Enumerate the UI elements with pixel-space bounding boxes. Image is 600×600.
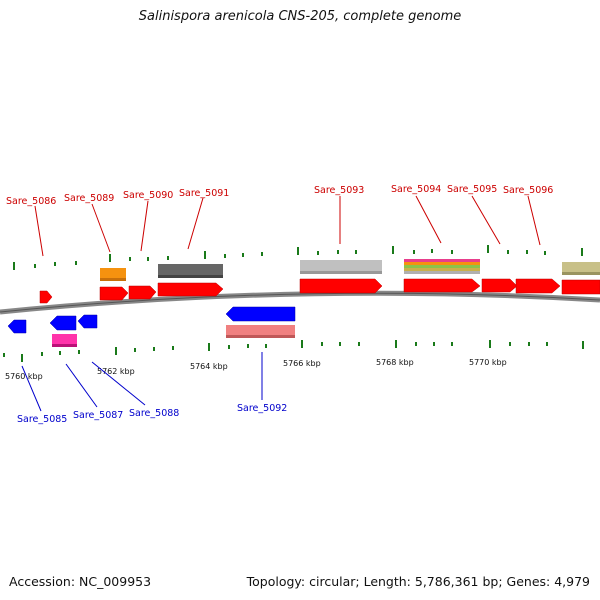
upper-feature-track bbox=[100, 259, 600, 281]
lower-feature-track bbox=[52, 325, 295, 347]
tick-label: 5762 kbp bbox=[97, 367, 135, 376]
gene-label: Sare_5089 bbox=[64, 193, 114, 204]
multicolor-feature bbox=[404, 259, 480, 274]
gene-arrow bbox=[561, 279, 600, 295]
gene-label: Sare_5094 bbox=[391, 184, 441, 195]
tick-label: 5760 kbp bbox=[5, 372, 43, 381]
gene-label: Sare_5088 bbox=[129, 408, 179, 419]
gene-labels: Sare_5086 Sare_5089 Sare_5090 Sare_5091 … bbox=[6, 184, 553, 425]
gene-arrow bbox=[403, 278, 481, 293]
upper-tick-track bbox=[13, 245, 583, 270]
gene-label: Sare_5091 bbox=[179, 188, 229, 199]
gene-label: Sare_5087 bbox=[73, 410, 123, 421]
gene-arrow bbox=[299, 278, 383, 294]
gene-arrow bbox=[515, 278, 561, 294]
label-leaders bbox=[21, 195, 541, 412]
gene-label: Sare_5086 bbox=[6, 196, 56, 207]
gene-arrow bbox=[99, 286, 129, 301]
darkgray-feature bbox=[158, 264, 223, 278]
gene-arrow bbox=[128, 285, 157, 300]
gene-label: Sare_5095 bbox=[447, 184, 497, 195]
gene-label: Sare_5093 bbox=[314, 185, 364, 196]
gene-arrow bbox=[481, 278, 518, 293]
reverse-genes bbox=[7, 306, 296, 334]
forward-genes bbox=[39, 278, 600, 304]
magenta-feature bbox=[52, 334, 77, 347]
tick-label: 5766 kbp bbox=[283, 359, 321, 368]
gene-label: Sare_5085 bbox=[17, 414, 67, 425]
accession-text: Accession: NC_009953 bbox=[9, 574, 152, 589]
map-title: Salinispora arenicola CNS-205, complete … bbox=[138, 9, 462, 24]
gene-arrow bbox=[49, 315, 77, 331]
genome-summary-text: Topology: circular; Length: 5,786,361 bp… bbox=[246, 574, 590, 589]
lower-tick-track bbox=[3, 340, 584, 362]
tick-label: 5770 kbp bbox=[469, 358, 507, 367]
gene-label: Sare_5090 bbox=[123, 190, 173, 201]
lightgray-feature bbox=[300, 260, 382, 274]
gene-arrow bbox=[157, 282, 224, 297]
gene-arrow bbox=[225, 306, 296, 322]
tick-label: 5764 kbp bbox=[190, 362, 228, 371]
tick-labels: 5760 kbp 5762 kbp 5764 kbp 5766 kbp 5768… bbox=[5, 358, 507, 381]
pink-feature bbox=[226, 325, 295, 338]
khaki-feature bbox=[562, 262, 600, 275]
orange-feature bbox=[100, 268, 126, 281]
gene-arrow bbox=[77, 314, 98, 329]
gene-arrow bbox=[7, 319, 27, 334]
tick-label: 5768 kbp bbox=[376, 358, 414, 367]
gene-arrow bbox=[39, 290, 53, 304]
gene-label: Sare_5096 bbox=[503, 185, 553, 196]
gene-label: Sare_5092 bbox=[237, 403, 287, 414]
